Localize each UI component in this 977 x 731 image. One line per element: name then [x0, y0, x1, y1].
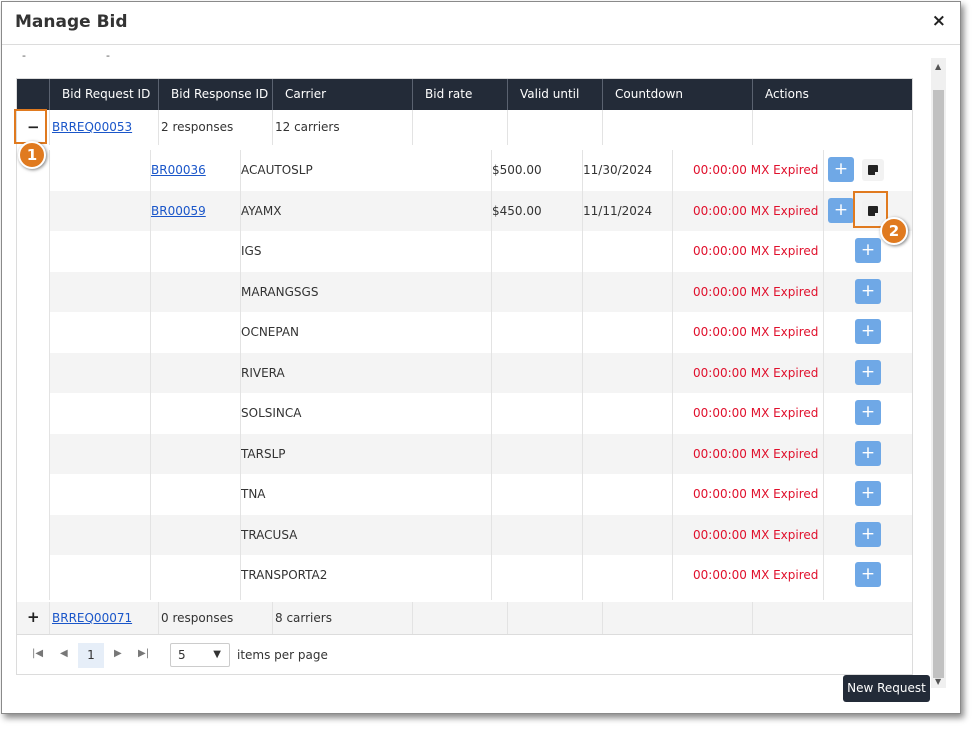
carrier-name: TARSLP [241, 447, 286, 461]
countdown: 00:00:00 MX Expired [693, 487, 819, 501]
bid-rate: $500.00 [492, 163, 542, 177]
carrier-name: AYAMX [241, 204, 282, 218]
dash-text: - [106, 49, 110, 62]
table-row: TRANSPORTA2 00:00:00 MX Expired + [49, 555, 912, 595]
page-size-value: 5 [178, 648, 186, 662]
prev-page-icon[interactable]: ◀ [60, 648, 68, 659]
table-row: MARANGSGS 00:00:00 MX Expired + [49, 272, 912, 312]
callout-highlight [14, 109, 47, 144]
add-bid-button[interactable]: + [855, 400, 881, 425]
note-icon[interactable] [862, 200, 884, 222]
scroll-down-icon[interactable]: ▼ [935, 677, 942, 686]
expand-toggle[interactable]: + [27, 608, 40, 626]
chevron-down-icon: ▼ [213, 649, 221, 660]
column-header-bid-response-id[interactable]: Bid Response ID [158, 79, 272, 110]
note-icon[interactable] [862, 159, 884, 181]
grid-header: Bid Request ID Bid Response ID Carrier B… [17, 79, 912, 110]
responses-count: 2 responses [158, 110, 272, 145]
first-page-icon[interactable]: |◀ [32, 648, 44, 659]
page-number[interactable]: 1 [78, 643, 104, 668]
manage-bid-dialog: Manage Bid × - - Bid Request ID Bid Resp… [1, 1, 961, 714]
carrier-name: TRANSPORTA2 [241, 568, 328, 582]
bid-request-link[interactable]: BRREQ00053 [52, 120, 133, 134]
countdown: 00:00:00 MX Expired [693, 528, 819, 542]
table-row: OCNEPAN 00:00:00 MX Expired + [49, 312, 912, 352]
add-bid-button[interactable]: + [855, 319, 881, 344]
countdown: 00:00:00 MX Expired [693, 406, 819, 420]
countdown: 00:00:00 MX Expired [693, 366, 819, 380]
add-bid-button[interactable]: + [855, 562, 881, 587]
carriers-count: 8 carriers [272, 602, 412, 634]
add-bid-button[interactable]: + [855, 481, 881, 506]
collapse-toggle[interactable]: − [27, 118, 40, 136]
scroll-up-icon[interactable]: ▲ [935, 62, 942, 71]
bid-request-link[interactable]: BRREQ00071 [52, 611, 133, 625]
carrier-name: SOLSINCA [241, 406, 302, 420]
carrier-name: RIVERA [241, 366, 285, 380]
bid-response-link[interactable]: BR00059 [151, 204, 206, 218]
responses-count: 0 responses [158, 602, 272, 634]
next-page-icon[interactable]: ▶ [114, 648, 122, 659]
carrier-name: TNA [241, 487, 266, 501]
carriers-count: 12 carriers [272, 110, 412, 145]
add-bid-button[interactable]: + [855, 238, 881, 263]
table-row: TRACUSA 00:00:00 MX Expired + [49, 515, 912, 555]
detail-table: BR00036 ACAUTOSLP $500.00 11/30/2024 00:… [17, 150, 912, 600]
table-row: + BRREQ00071 0 responses 8 carriers [17, 602, 912, 634]
expand-column-header [17, 79, 49, 110]
page-size-select[interactable]: 5 ▼ [170, 643, 230, 667]
dialog-scrollbar[interactable]: ▲ ▼ [931, 58, 946, 688]
valid-until: 11/30/2024 [583, 163, 653, 177]
add-bid-button[interactable]: + [855, 279, 881, 304]
countdown: 00:00:00 MX Expired [693, 244, 819, 258]
table-row: SOLSINCA 00:00:00 MX Expired + [49, 393, 912, 433]
table-row: TNA 00:00:00 MX Expired + [49, 474, 912, 514]
close-icon[interactable]: × [931, 11, 946, 31]
add-bid-button[interactable]: + [828, 198, 854, 223]
items-per-page-label: items per page [237, 648, 328, 662]
dialog-header: Manage Bid × [2, 2, 960, 45]
column-header-carrier[interactable]: Carrier [272, 79, 412, 110]
valid-until: 11/11/2024 [583, 204, 653, 218]
table-row: − BRREQ00053 2 responses 12 carriers [17, 110, 912, 145]
callout-highlight [853, 191, 888, 228]
table-row: IGS 00:00:00 MX Expired + [49, 231, 912, 271]
carrier-name: MARANGSGS [241, 285, 319, 299]
carrier-name: ACAUTOSLP [241, 163, 313, 177]
column-header-valid-until[interactable]: Valid until [507, 79, 602, 110]
countdown: 00:00:00 MX Expired [693, 447, 819, 461]
table-row: BR00036 ACAUTOSLP $500.00 11/30/2024 00:… [49, 150, 912, 190]
add-bid-button[interactable]: + [828, 157, 854, 182]
countdown: 00:00:00 MX Expired [693, 568, 819, 582]
carrier-name: IGS [241, 244, 262, 258]
table-row: BR00059 AYAMX $450.00 11/11/2024 00:00:0… [49, 191, 912, 231]
bid-grid: Bid Request ID Bid Response ID Carrier B… [16, 78, 913, 675]
bid-rate: $450.00 [492, 204, 542, 218]
new-request-button[interactable]: New Request [843, 675, 930, 702]
countdown: 00:00:00 MX Expired [693, 325, 819, 339]
carrier-name: TRACUSA [241, 528, 298, 542]
callout-badge: 2 [880, 217, 908, 245]
countdown: 00:00:00 MX Expired [693, 204, 819, 218]
countdown: 00:00:00 MX Expired [693, 285, 819, 299]
dialog-title: Manage Bid [15, 12, 128, 32]
column-header-actions: Actions [752, 79, 912, 110]
column-header-bid-rate[interactable]: Bid rate [412, 79, 507, 110]
countdown: 00:00:00 MX Expired [693, 163, 819, 177]
carrier-name: OCNEPAN [241, 325, 300, 339]
scrollbar-thumb[interactable] [933, 90, 944, 678]
pager: |◀ ◀ 1 ▶ ▶| 5 ▼ items per page [17, 634, 912, 674]
column-header-countdown[interactable]: Countdown [602, 79, 752, 110]
dash-text: - [22, 49, 26, 62]
add-bid-button[interactable]: + [855, 360, 881, 385]
last-page-icon[interactable]: ▶| [138, 648, 150, 659]
callout-badge: 1 [18, 141, 46, 169]
table-row: TARSLP 00:00:00 MX Expired + [49, 434, 912, 474]
add-bid-button[interactable]: + [855, 441, 881, 466]
bid-response-link[interactable]: BR00036 [151, 163, 206, 177]
table-row: RIVERA 00:00:00 MX Expired + [49, 353, 912, 393]
add-bid-button[interactable]: + [855, 522, 881, 547]
column-header-bid-request-id[interactable]: Bid Request ID [49, 79, 158, 110]
